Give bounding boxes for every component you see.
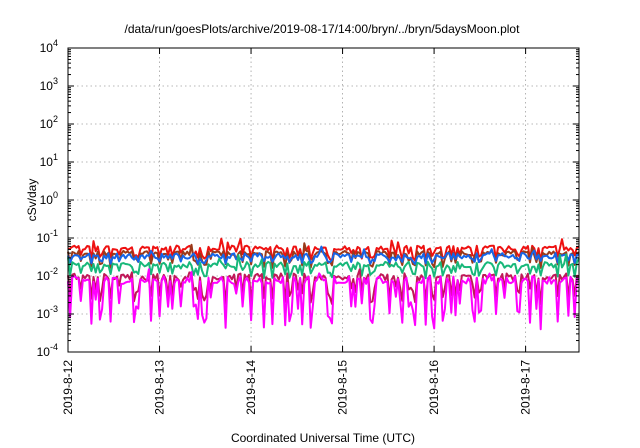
x-tick-label: 2019-8-16 bbox=[427, 360, 441, 415]
x-axis: 2019-8-12 2019-8-13 2019-8-14 2019-8-15 2019… bbox=[61, 48, 533, 415]
y-tick-label: 10-1 bbox=[37, 228, 58, 245]
y-axis: 10-4 10-3 10-2 10-1 100 101 102 103 104 bbox=[37, 38, 579, 359]
series-line bbox=[67, 268, 580, 331]
x-tick-label: 2019-8-15 bbox=[336, 360, 350, 415]
series-line bbox=[67, 268, 580, 305]
series-line bbox=[67, 237, 580, 263]
y-tick-label: 104 bbox=[40, 38, 58, 55]
series-line bbox=[67, 253, 580, 280]
series-line bbox=[67, 245, 580, 265]
x-axis-label: Coordinated Universal Time (UTC) bbox=[231, 431, 415, 445]
x-tick-label: 2019-8-14 bbox=[244, 360, 258, 415]
y-tick-label: 101 bbox=[40, 152, 58, 169]
y-tick-label: 10-4 bbox=[37, 342, 58, 359]
grid-lines bbox=[68, 48, 579, 352]
x-tick-label: 2019-8-17 bbox=[519, 360, 533, 415]
y-tick-label: 102 bbox=[40, 114, 58, 131]
series-group bbox=[67, 237, 580, 331]
x-tick-label: 2019-8-13 bbox=[153, 360, 167, 415]
y-tick-label: 10-2 bbox=[37, 266, 58, 283]
chart-title: /data/run/goesPlots/archive/2019-08-17/1… bbox=[125, 22, 521, 36]
y-tick-label: 103 bbox=[40, 76, 58, 93]
y-tick-label: 100 bbox=[40, 190, 58, 207]
y-tick-label: 10-3 bbox=[37, 304, 58, 321]
y-axis-label: cSv/day bbox=[25, 179, 39, 222]
x-tick-label: 2019-8-12 bbox=[61, 360, 75, 415]
